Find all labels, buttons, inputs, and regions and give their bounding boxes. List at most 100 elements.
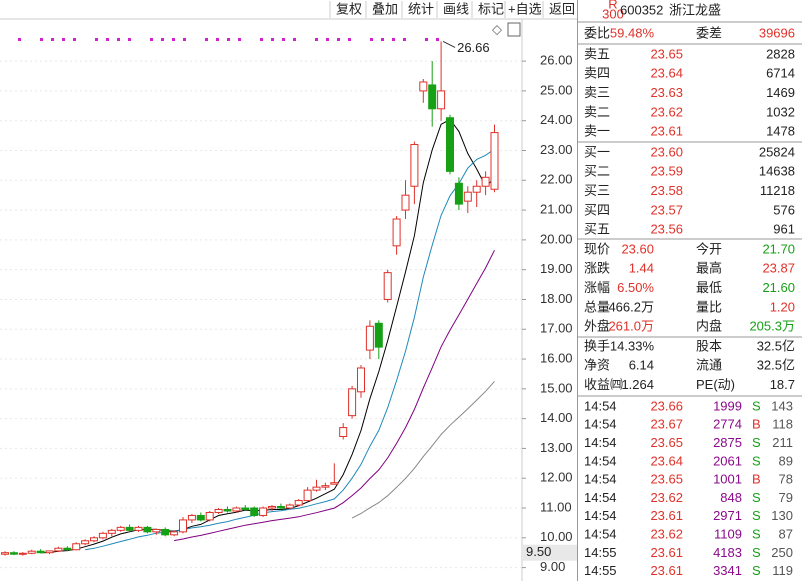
toolbar-button[interactable]: 画线 xyxy=(443,1,469,16)
candle-body xyxy=(54,547,63,552)
y-tick-label: 17.00 xyxy=(540,321,573,336)
trade-side: B xyxy=(752,417,761,432)
ma-line xyxy=(351,381,495,519)
value: 18.7 xyxy=(770,377,795,392)
trade-side: S xyxy=(752,508,761,523)
value: 39696 xyxy=(759,25,795,40)
y-tick-label: 24.00 xyxy=(540,112,573,127)
volume: 25824 xyxy=(759,144,795,159)
toolbar-button[interactable]: +自选 xyxy=(508,1,542,16)
signal-dot xyxy=(183,38,186,41)
signal-dot xyxy=(436,38,439,41)
toolbar-button[interactable]: 统计 xyxy=(408,1,434,16)
trade-time: 14:54 xyxy=(584,508,617,523)
candle-body xyxy=(232,507,241,512)
label: 卖四 xyxy=(584,66,610,81)
candle-body xyxy=(348,388,357,417)
trade-price: 23.67 xyxy=(650,417,683,432)
signal-dot xyxy=(293,38,296,41)
trade-side: S xyxy=(752,490,761,505)
y-tick-label: 16.00 xyxy=(540,350,573,365)
candle-body xyxy=(259,507,268,516)
candle-body xyxy=(187,514,196,521)
trade-price: 23.62 xyxy=(650,527,683,542)
volume: 1478 xyxy=(766,124,795,139)
label: 委差 xyxy=(696,25,722,40)
trade-price: 23.66 xyxy=(650,398,683,413)
label: 外盘 xyxy=(584,319,610,334)
candle-body xyxy=(437,90,446,110)
trade-count: 130 xyxy=(771,508,793,523)
candle-body xyxy=(90,537,98,542)
candle-body xyxy=(27,550,36,554)
trade-volume: 1999 xyxy=(713,398,742,413)
signal-dot xyxy=(106,38,109,41)
label: 流通 xyxy=(696,358,722,373)
volume: 1469 xyxy=(766,85,795,100)
label: 买一 xyxy=(584,144,610,159)
y-tick-label: 21.00 xyxy=(540,202,573,217)
label: 买三 xyxy=(584,183,610,198)
y-tick-label: 12.00 xyxy=(540,470,573,485)
trade-volume: 1109 xyxy=(714,527,742,542)
candle-body xyxy=(383,272,392,300)
candle-body xyxy=(241,507,250,510)
label: 涨幅 xyxy=(584,280,610,295)
y-tick-label: 9.00 xyxy=(540,559,565,574)
ma-line xyxy=(174,249,495,542)
candle-body xyxy=(45,550,54,554)
value: 32.5亿 xyxy=(757,338,795,353)
candle-body xyxy=(339,427,348,438)
candle-body xyxy=(143,526,152,533)
ma-line xyxy=(85,148,495,551)
candle-body xyxy=(81,540,90,545)
signal-dot xyxy=(73,38,76,41)
trade-price: 23.62 xyxy=(650,490,683,505)
signal-dot xyxy=(403,38,406,41)
trade-volume: 848 xyxy=(720,490,742,505)
label: 换手 xyxy=(584,338,610,353)
label: 卖五 xyxy=(584,46,610,61)
trade-count: 118 xyxy=(772,417,793,432)
y-tick-label: 20.00 xyxy=(540,231,573,246)
chart-icon xyxy=(507,22,521,37)
label: 净资 xyxy=(584,358,610,373)
label: 股本 xyxy=(696,338,722,353)
signal-dot xyxy=(337,38,340,41)
candle-body xyxy=(250,507,259,516)
chart-icon: ◇ xyxy=(492,21,502,36)
toolbar-button[interactable]: 返回 xyxy=(549,1,575,16)
trade-price: 23.65 xyxy=(650,472,683,487)
candle-body xyxy=(18,552,27,555)
candle-body xyxy=(205,511,214,521)
price: 23.56 xyxy=(650,222,683,237)
signal-dot xyxy=(271,38,274,41)
trade-time: 14:54 xyxy=(584,490,617,505)
trade-time: 14:54 xyxy=(584,453,617,468)
trade-side: S xyxy=(752,527,761,542)
candle-body xyxy=(463,191,472,202)
trade-count: 250 xyxy=(771,545,793,560)
volume: 14638 xyxy=(759,164,795,179)
signal-dot xyxy=(216,38,219,41)
trade-count: 119 xyxy=(772,563,793,578)
badge: R xyxy=(608,0,617,11)
signal-dot xyxy=(51,38,54,41)
low-marker-box xyxy=(523,544,577,561)
toolbar-button[interactable]: 复权 xyxy=(336,1,362,16)
value: 1.44 xyxy=(629,261,654,276)
signal-dot xyxy=(238,38,241,41)
toolbar-button[interactable]: 叠加 xyxy=(372,1,398,16)
value: 205.3万 xyxy=(749,319,795,334)
y-tick-label: 14.00 xyxy=(540,410,573,425)
y-tick-label: 15.00 xyxy=(540,380,573,395)
value: 23.87 xyxy=(762,261,795,276)
trade-volume: 2061 xyxy=(713,453,742,468)
trade-count: 87 xyxy=(779,527,793,542)
trade-volume: 2774 xyxy=(713,417,742,432)
signal-dot xyxy=(381,38,384,41)
toolbar-button[interactable]: 标记 xyxy=(478,1,504,16)
label: 卖一 xyxy=(584,124,610,139)
signal-dot xyxy=(150,38,153,41)
